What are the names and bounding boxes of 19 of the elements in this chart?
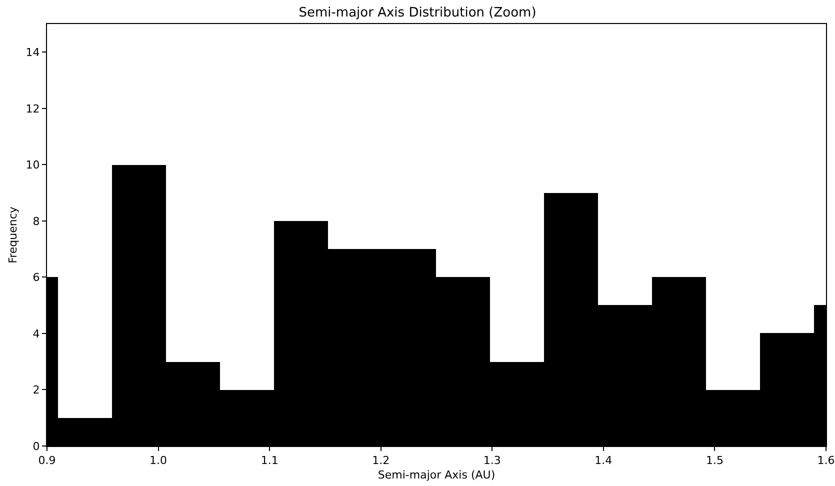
y-tick-label: 0 (32, 440, 40, 453)
y-tick-label: 10 (26, 158, 40, 172)
x-tick-label: 1.2 (372, 454, 390, 468)
y-tick-label: 12 (26, 102, 40, 116)
x-axis-title: Semi-major Axis (AU) (378, 468, 496, 482)
x-tick-label: 1.4 (594, 454, 612, 468)
x-tick-label: 1.0 (150, 454, 168, 468)
y-axis-title: Frequency (6, 206, 20, 264)
y-tick-label: 8 (32, 214, 40, 228)
x-tick-label: 1.5 (706, 454, 724, 468)
y-tick-label: 14 (26, 46, 40, 59)
chart-title: Semi-major Axis Distribution (Zoom) (298, 5, 536, 20)
y-tick-label: 4 (32, 327, 40, 340)
x-tick-label: 1.3 (483, 454, 501, 468)
y-tick-label: 6 (32, 271, 40, 284)
y-tick-label: 2 (32, 384, 40, 397)
x-tick-label: 1.1 (260, 454, 278, 468)
x-tick-label: 0.9 (38, 454, 56, 468)
x-tick-label: 1.6 (817, 454, 835, 468)
